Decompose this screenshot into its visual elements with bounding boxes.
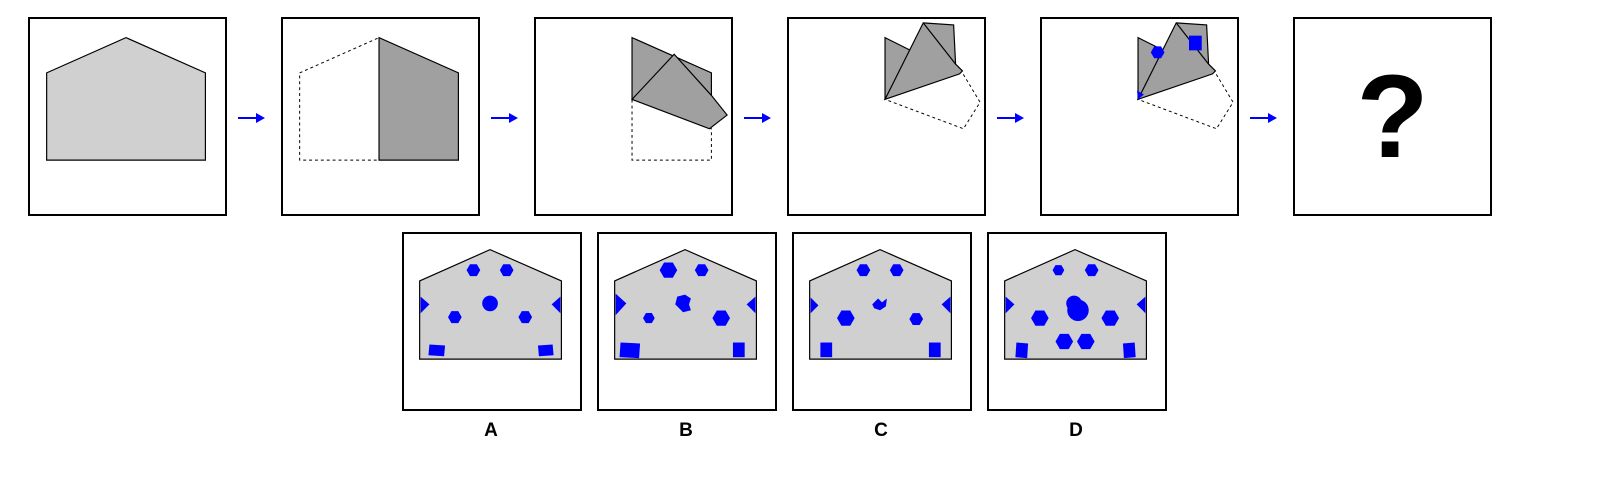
triangle-icon bbox=[1005, 296, 1015, 314]
question-mark: ? bbox=[1356, 50, 1429, 183]
option-c-panel[interactable] bbox=[792, 232, 972, 411]
square-icon bbox=[537, 344, 554, 357]
square-icon bbox=[619, 342, 641, 359]
step-3-second-fold bbox=[631, 36, 728, 161]
option-b-panel[interactable] bbox=[597, 232, 777, 411]
triangle-icon bbox=[1136, 296, 1146, 314]
hexagon-icon bbox=[1031, 310, 1049, 326]
step-4-panel bbox=[787, 17, 986, 216]
hexagon-icon bbox=[659, 262, 678, 278]
hexagon-icon bbox=[1052, 265, 1065, 276]
circle-icon bbox=[482, 295, 498, 312]
option-c-unfolded-paper bbox=[809, 249, 952, 360]
triangle-icon bbox=[551, 296, 561, 314]
step-5-punched-holes bbox=[1136, 22, 1234, 130]
triangle-icon bbox=[941, 296, 951, 314]
option-c-label: C bbox=[874, 420, 888, 441]
hexagon-icon bbox=[643, 312, 655, 324]
option-d-panel[interactable] bbox=[987, 232, 1167, 411]
hexagon-icon bbox=[466, 264, 481, 277]
hexagon-icon bbox=[694, 264, 709, 277]
option-a-panel[interactable] bbox=[402, 232, 582, 411]
right-arrow-icon bbox=[236, 111, 266, 125]
square-icon bbox=[928, 342, 941, 358]
triangle-icon bbox=[1137, 90, 1144, 100]
step-2-first-fold bbox=[299, 36, 459, 161]
square-icon bbox=[820, 342, 833, 358]
option-d-label: D bbox=[1069, 420, 1083, 441]
hexagon-icon bbox=[1101, 310, 1120, 326]
hexagon-icon bbox=[1084, 264, 1099, 277]
square-icon bbox=[1188, 35, 1202, 51]
triangle-icon bbox=[420, 296, 430, 314]
hexagon-icon bbox=[837, 310, 855, 326]
option-b-label: B bbox=[679, 420, 693, 441]
step-2-panel bbox=[281, 17, 480, 216]
hexagon-icon bbox=[1150, 46, 1165, 59]
hexagon-icon bbox=[909, 313, 924, 326]
step-5-panel bbox=[1040, 17, 1239, 216]
step-1-panel bbox=[28, 17, 227, 216]
hexagon-icon bbox=[448, 311, 462, 324]
option-a-label: A bbox=[484, 420, 498, 441]
irregular-hole-icon bbox=[675, 294, 691, 313]
step-4-third-fold bbox=[883, 22, 981, 130]
right-arrow-icon bbox=[995, 111, 1025, 125]
step-1-unfolded-paper bbox=[46, 36, 206, 161]
option-d-unfolded-paper bbox=[1004, 249, 1147, 360]
question-panel: ? bbox=[1293, 17, 1492, 216]
right-arrow-icon bbox=[489, 111, 519, 125]
hexagon-icon bbox=[499, 264, 514, 277]
irregular-hole-icon bbox=[872, 298, 887, 311]
hexagon-icon bbox=[889, 264, 904, 277]
right-arrow-icon bbox=[1248, 111, 1278, 125]
hexagon-icon bbox=[1077, 333, 1095, 350]
triangle-icon bbox=[746, 296, 756, 314]
step-3-panel bbox=[534, 17, 733, 216]
circle-icon bbox=[1067, 299, 1089, 322]
hexagon-icon bbox=[518, 311, 533, 324]
hexagon-icon bbox=[1055, 333, 1074, 350]
option-b-unfolded-paper bbox=[614, 249, 757, 360]
hexagon-icon bbox=[712, 310, 731, 326]
square-icon bbox=[1122, 342, 1136, 359]
square-icon bbox=[1015, 342, 1029, 359]
option-a-unfolded-paper bbox=[419, 249, 562, 360]
square-icon bbox=[732, 342, 745, 358]
right-arrow-icon bbox=[742, 111, 772, 125]
square-icon bbox=[428, 344, 446, 357]
triangle-icon bbox=[615, 293, 627, 316]
triangle-icon bbox=[810, 297, 819, 314]
hexagon-icon bbox=[856, 264, 871, 277]
